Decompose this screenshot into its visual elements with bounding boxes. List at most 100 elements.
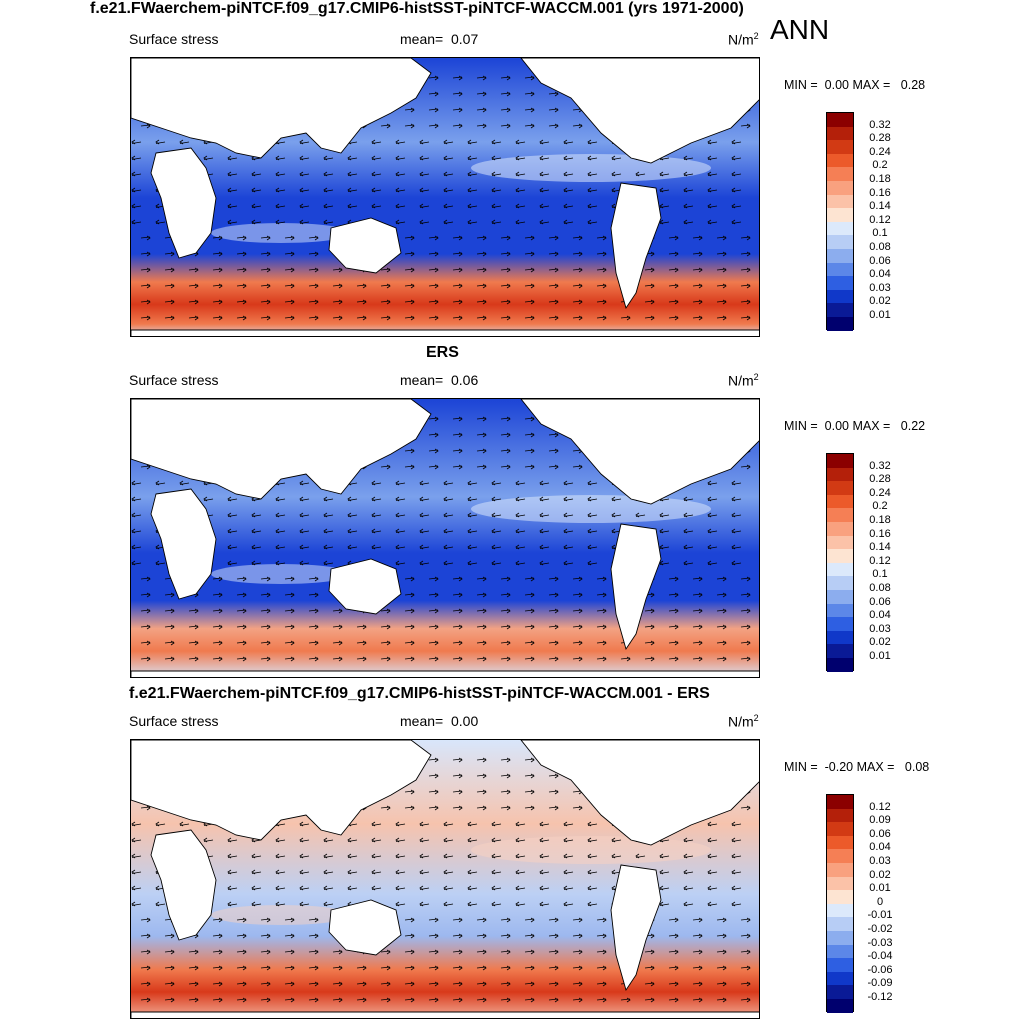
colorbar-swatch: [827, 603, 853, 618]
colorbar-label: -0.12: [867, 991, 893, 1003]
colorbar-swatch: [827, 303, 853, 317]
panel2-variable: Surface stress: [129, 372, 219, 388]
colorbar-swatch: [827, 508, 853, 522]
colorbar-label: 0.14: [869, 541, 891, 554]
colorbar-swatch: [827, 262, 853, 277]
colorbar-label: 0.03: [869, 281, 891, 294]
colorbar-label: 0.18: [869, 173, 891, 185]
colorbar-label: 0: [876, 895, 884, 908]
colorbar-label: 0.06: [869, 254, 891, 267]
colorbar-label: -0.02: [867, 923, 893, 935]
colorbar-swatch: [827, 930, 853, 945]
colorbar-swatch: [827, 589, 853, 604]
colorbar-label: 0.01: [869, 650, 891, 662]
colorbar-label: 0.03: [869, 622, 891, 635]
panel2-units: N/m2: [728, 372, 759, 389]
colorbar-swatch: [827, 644, 853, 658]
colorbar-swatch: [827, 549, 853, 563]
colorbar-swatch: [827, 467, 853, 482]
colorbar-label: 0.09: [869, 814, 891, 827]
colorbar-swatch: [827, 835, 853, 850]
colorbar-label: 0.02: [869, 295, 891, 308]
panel1-mean: mean= 0.07: [400, 31, 479, 47]
colorbar-swatch: [827, 795, 853, 809]
colorbar-swatch: [827, 617, 853, 631]
colorbar-swatch: [827, 235, 853, 249]
colorbar-label: -0.04: [867, 950, 893, 963]
colorbar-swatch: [827, 494, 853, 509]
colorbar-label: 0.04: [869, 268, 891, 281]
colorbar-swatch: [827, 917, 853, 931]
colorbar-label: 0.02: [869, 868, 891, 881]
panel3-title: f.e21.FWaerchem-piNTCF.f09_g17.CMIP6-his…: [129, 685, 710, 702]
panel3-map: [130, 739, 760, 1019]
colorbar-swatch: [827, 289, 853, 304]
colorbar-label: 0.28: [869, 132, 891, 145]
colorbar-swatch: [827, 630, 853, 645]
colorbar-label: 0.04: [869, 841, 891, 854]
colorbar-label: 0.12: [869, 800, 891, 813]
panel1-units: N/m2: [728, 31, 759, 48]
colorbar-swatch: [827, 657, 853, 672]
panel2-map: [130, 398, 760, 678]
colorbar-swatch: [827, 194, 853, 209]
colorbar-swatch: [827, 180, 853, 195]
panel1-variable: Surface stress: [129, 31, 219, 47]
panel1-map: [130, 57, 760, 337]
colorbar-swatch: [827, 535, 853, 550]
colorbar-label: 0.06: [869, 827, 891, 840]
colorbar-label: 0.03: [869, 855, 891, 867]
colorbar-label: 0.02: [869, 636, 891, 649]
season-label: ANN: [770, 14, 830, 45]
colorbar-swatch: [827, 153, 853, 168]
colorbar-label: 0.32: [869, 459, 891, 472]
colorbar-label: 0.14: [869, 200, 891, 213]
colorbar-swatch: [827, 167, 853, 181]
colorbar-swatch: [827, 481, 853, 495]
colorbar-label: 0.24: [869, 145, 891, 158]
colorbar-swatch: [827, 521, 853, 536]
panel2-title: ERS: [426, 344, 459, 361]
colorbar-label: 0.01: [869, 882, 891, 895]
colorbar-swatch: [827, 985, 853, 999]
colorbar-swatch: [827, 276, 853, 290]
colorbar-label: 0.08: [869, 241, 891, 253]
colorbar-swatch: [827, 822, 853, 836]
colorbar-label: 0.01: [869, 309, 891, 321]
colorbar-swatch: [827, 998, 853, 1013]
colorbar-swatch: [827, 958, 853, 972]
colorbar-label: 0.12: [869, 213, 891, 226]
colorbar-swatch: [827, 208, 853, 222]
panel3-units: N/m2: [728, 713, 759, 730]
colorbar-label: 0.32: [869, 118, 891, 131]
colorbar-swatch: [827, 126, 853, 141]
panel2-colorbar: [826, 453, 854, 672]
colorbar-label: 0.1: [872, 227, 888, 240]
colorbar-label: 0.16: [869, 527, 891, 540]
panel3-mean: mean= 0.00: [400, 713, 479, 729]
colorbar-label: 0.12: [869, 554, 891, 567]
panel1-colorbar: [826, 112, 854, 331]
colorbar-swatch: [827, 454, 853, 468]
colorbar-swatch: [827, 808, 853, 823]
colorbar-swatch: [827, 862, 853, 877]
colorbar-swatch: [827, 576, 853, 590]
colorbar-label: -0.01: [867, 909, 893, 922]
colorbar-label: 0.06: [869, 595, 891, 608]
colorbar-label: 0.08: [869, 582, 891, 594]
colorbar-label: 0.16: [869, 186, 891, 199]
panel3-colorbar: [826, 794, 854, 1013]
colorbar-swatch: [827, 876, 853, 891]
colorbar-label: -0.03: [867, 936, 893, 949]
colorbar-swatch: [827, 890, 853, 904]
colorbar-label: 0.2: [872, 500, 888, 513]
colorbar-swatch: [827, 113, 853, 127]
colorbar-swatch: [827, 221, 853, 236]
colorbar-swatch: [827, 248, 853, 263]
colorbar-swatch: [827, 971, 853, 986]
colorbar-label: 0.04: [869, 609, 891, 622]
colorbar-swatch: [827, 140, 853, 154]
colorbar-swatch: [827, 944, 853, 959]
panel2-mean: mean= 0.06: [400, 372, 479, 388]
main-title: f.e21.FWaerchem-piNTCF.f09_g17.CMIP6-his…: [90, 0, 744, 17]
